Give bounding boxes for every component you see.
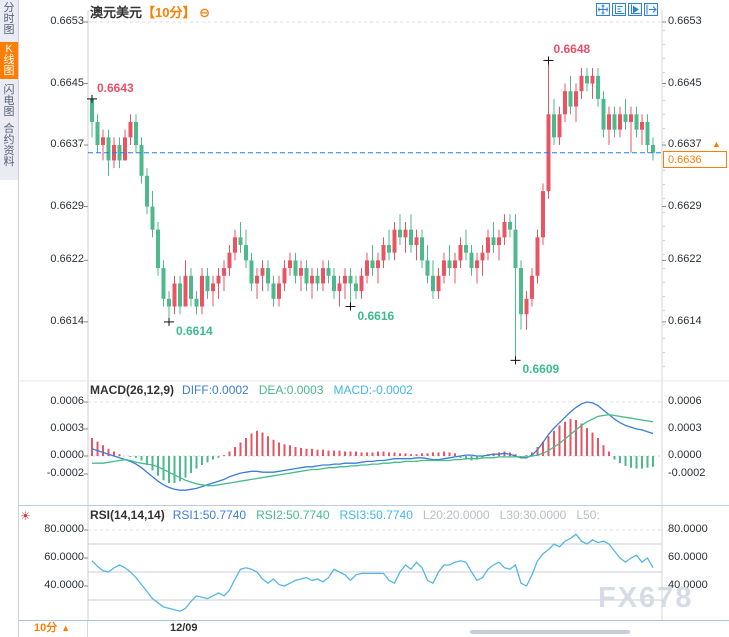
axis-tick-label: 0.6614 (668, 314, 702, 327)
price-annotation-low: 0.6614 (176, 323, 213, 338)
zoom-axis-vertical-icon[interactable] (612, 3, 626, 16)
zoom-axis-horizontal-icon[interactable] (628, 3, 642, 16)
chevron-up-icon: ▲ (61, 623, 71, 633)
axis-tick-label: 0.6645 (668, 76, 702, 89)
axis-tick-label: 0.0000 (668, 449, 702, 461)
rsi-l30-level: L30:30.0000 (499, 508, 567, 522)
sidebar-tab-2[interactable]: 闪电图 (3, 84, 15, 118)
x-axis-date-label: 12/09 (170, 622, 198, 634)
collapse-icon[interactable]: ⊖ (199, 5, 211, 20)
indicator-settings-icon[interactable]: ☀ (20, 509, 31, 523)
price-annotation-low: 0.6616 (357, 308, 395, 323)
axis-tick-label: 40.0000 (44, 579, 84, 591)
symbol-title: 澳元美元 (90, 5, 143, 20)
rsi-l20-level: L20:20.0000 (422, 508, 490, 522)
sidebar-tab-3[interactable]: 合约资料 (3, 123, 15, 168)
rsi2-value: RSI2:50.7740 (256, 508, 330, 522)
axis-tick-label: 0.6622 (50, 253, 84, 266)
shift-right-icon[interactable] (644, 3, 658, 16)
axis-tick-label: 0.0000 (50, 449, 84, 461)
axis-tick-label: 0.0006 (50, 395, 84, 407)
axis-tick-label: 40.0000 (668, 579, 708, 591)
macd-dea-value: DEA:0.0003 (258, 383, 324, 397)
bottom-bar: 10分 ▲ 12/09 (19, 621, 729, 637)
axis-tick-label: 60.0000 (668, 551, 708, 563)
crosshair-icon[interactable] (596, 3, 610, 16)
period-badge: 【10分】 (142, 5, 196, 20)
watermark: FX678 (598, 582, 694, 614)
axis-tick-label: 0.6653 (50, 15, 84, 27)
axis-tick-label: 0.0003 (50, 422, 84, 434)
chart-toolbar (596, 3, 660, 16)
axis-tick-label: 0.6629 (668, 199, 702, 212)
rsi3-value: RSI3:50.7740 (339, 508, 413, 522)
macd-hist-value: MACD:-0.0002 (333, 383, 413, 397)
axis-tick-label: 0.6645 (50, 76, 84, 89)
axis-tick-label: -0.0002 (46, 467, 84, 479)
axis-tick-label: 60.0000 (44, 551, 84, 563)
macd-diff-value: DIFF:0.0002 (182, 383, 249, 397)
price-annotation-low: 0.6609 (522, 362, 560, 377)
axis-tick-label: -0.0002 (668, 467, 706, 479)
period-selector-label: 10分 (34, 622, 58, 634)
rsi-header: RSI(14,14,14) RSI1:50.7740 RSI2:50.7740 RSI… (90, 508, 610, 522)
sidebar-tab-0[interactable]: 分时图 (3, 2, 15, 36)
current-price-arrow-icon: ▲ (712, 139, 721, 149)
current-price-label: 0.6636 (663, 151, 727, 168)
rsi1-value: RSI1:50.7740 (172, 508, 247, 522)
price-annotation-high: 0.6648 (553, 42, 591, 57)
price-annotation-high: 0.6643 (97, 80, 134, 95)
axis-tick-label: 0.0003 (668, 422, 702, 434)
axis-tick-label: 0.0006 (668, 395, 702, 407)
period-selector[interactable]: 10分 ▲ (19, 621, 88, 637)
axis-tick-label: 0.6629 (50, 199, 84, 212)
rsi-label: RSI(14,14,14) (90, 508, 165, 522)
axis-tick-label: 80.0000 (44, 523, 84, 535)
chart-header: 澳元美元【10分】 ⊖ (90, 2, 210, 21)
axis-tick-label: 0.6637 (50, 138, 84, 151)
axis-tick-label: 0.6614 (50, 314, 84, 327)
axis-tick-label: 80.0000 (668, 523, 708, 535)
axis-tick-label: 0.6653 (668, 15, 702, 27)
scrollbar-thumb[interactable] (470, 630, 630, 634)
axis-tick-label: 0.6637 (668, 138, 702, 151)
axis-tick-label: 0.6622 (668, 253, 702, 266)
rsi-l50-level: L50: (576, 508, 600, 522)
macd-header: MACD(26,12,9) DIFF:0.0002 DEA:0.0003 MACD:-… (90, 383, 423, 397)
macd-label: MACD(26,12,9) (90, 383, 175, 397)
